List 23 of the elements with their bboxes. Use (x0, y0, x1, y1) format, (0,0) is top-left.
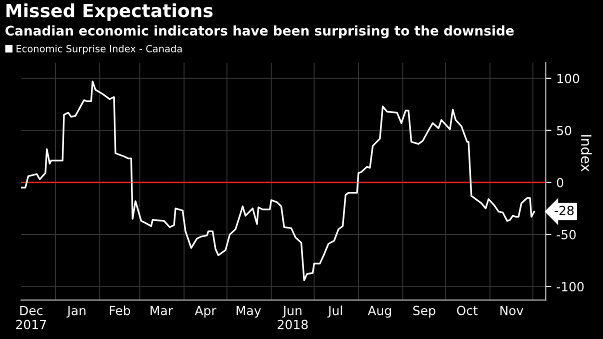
y-tick-label: 100 (558, 74, 580, 84)
y-tick-label: 50 (557, 126, 572, 136)
y-axis-title: Index (581, 135, 592, 172)
x-tick-label: Nov (500, 306, 524, 316)
y-tick-label: -50 (556, 230, 576, 240)
chart-title: Missed Expectations (6, 3, 213, 21)
x-tick-label: Feb (110, 306, 130, 316)
chart-subtitle: Canadian economic indicators have been surprising to the downside (5, 25, 514, 38)
x-tick-label: Sep (413, 306, 436, 318)
line-series (21, 80, 536, 282)
x-tick-label: Apr (194, 306, 216, 318)
x-tick-label: Jan (66, 306, 86, 318)
x-tick-label: May (236, 306, 261, 318)
y-tick-label: -100 (556, 282, 584, 292)
x-tick-label: Jul (327, 306, 342, 318)
x-tick-label: Dec 2017 (16, 306, 46, 330)
x-tick-label: Mar (150, 306, 173, 316)
x-tick-label: Jun 2018 (278, 306, 308, 330)
legend-label: Economic Surprise Index - Canada (16, 44, 182, 54)
data-label: -28 (554, 206, 574, 216)
y-tick-label: 0 (556, 178, 564, 188)
x-tick-label: Oct (456, 306, 478, 316)
x-tick-label: Aug (368, 306, 391, 318)
